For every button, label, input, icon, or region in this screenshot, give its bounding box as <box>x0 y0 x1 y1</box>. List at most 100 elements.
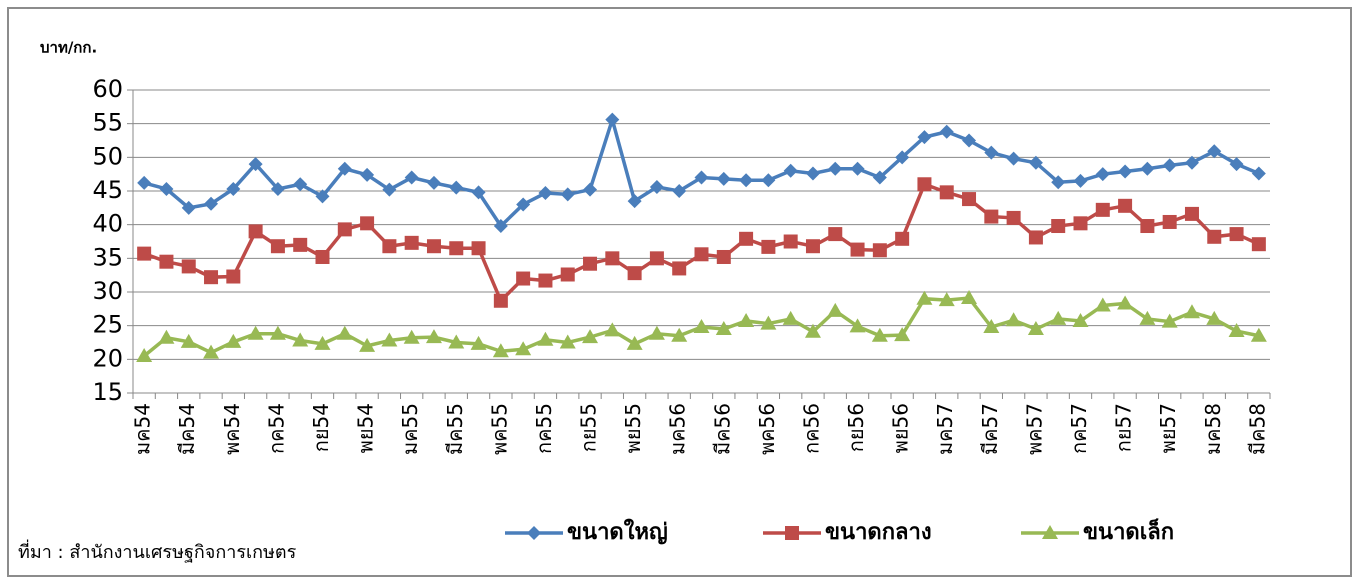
x-tick-label: พค57 <box>1022 403 1046 455</box>
data-point <box>1207 144 1222 159</box>
data-point <box>203 344 220 359</box>
data-point <box>448 334 465 349</box>
x-tick-label: กค55 <box>532 403 556 454</box>
x-tick-label: พย57 <box>1156 403 1180 453</box>
data-point <box>449 241 464 256</box>
data-point <box>560 267 575 282</box>
data-point <box>939 185 954 200</box>
data-point <box>403 329 420 344</box>
data-point <box>672 184 687 198</box>
data-point <box>939 124 954 139</box>
legend-marker <box>1042 525 1058 539</box>
x-tick-label: มค55 <box>398 403 422 455</box>
x-tick-label: กย55 <box>577 403 601 452</box>
data-point <box>137 246 152 261</box>
source-note: ที่มา : สำนักงานเศรษฐกิจการเกษตร <box>18 539 297 563</box>
data-point <box>849 318 866 333</box>
data-point <box>738 312 755 327</box>
data-point <box>180 333 197 348</box>
data-point <box>962 133 977 148</box>
data-point <box>269 325 286 340</box>
data-point <box>1251 166 1266 181</box>
data-point <box>739 231 754 246</box>
data-point <box>984 209 999 224</box>
data-point <box>895 150 910 165</box>
data-point <box>648 325 665 340</box>
y-tick-label: 60 <box>92 75 123 103</box>
data-point <box>292 332 309 347</box>
data-point <box>627 194 642 209</box>
data-point <box>917 177 932 192</box>
data-point <box>425 329 442 344</box>
x-tick-label: มค56 <box>666 403 690 455</box>
data-point <box>360 167 375 182</box>
data-point <box>1250 327 1267 342</box>
data-point <box>315 249 330 264</box>
x-tick-label: กย56 <box>844 403 868 452</box>
y-tick-label: 45 <box>92 176 123 204</box>
data-point <box>984 145 999 160</box>
data-point <box>248 157 263 172</box>
y-tick-label: 20 <box>92 344 123 372</box>
x-tick-label: มีค56 <box>710 403 734 455</box>
data-point <box>582 329 599 344</box>
data-point <box>1028 230 1043 245</box>
data-point <box>449 180 464 195</box>
data-point <box>1229 227 1244 242</box>
data-point <box>1162 158 1177 173</box>
data-point <box>314 335 331 350</box>
data-point <box>1183 304 1200 319</box>
legend-marker <box>527 526 541 540</box>
data-point <box>1140 161 1155 176</box>
y-tick-label: 15 <box>92 378 123 406</box>
data-point <box>1050 310 1067 325</box>
data-point <box>804 323 821 338</box>
data-point <box>1118 164 1133 179</box>
data-point <box>739 173 754 188</box>
y-tick-label: 30 <box>92 277 123 305</box>
x-tick-label: พค54 <box>220 403 244 455</box>
x-tick-label: พย54 <box>354 403 378 453</box>
y-axis-label: บาท/กก. <box>40 39 97 57</box>
data-point <box>382 182 397 197</box>
data-point <box>761 173 776 188</box>
x-tick-label: กย57 <box>1112 403 1136 452</box>
data-point <box>938 292 955 307</box>
data-point <box>828 161 843 176</box>
data-point <box>604 322 621 337</box>
data-point <box>872 170 887 185</box>
data-point <box>649 179 664 194</box>
data-point <box>159 254 174 269</box>
data-point <box>359 337 376 352</box>
data-point <box>560 187 575 202</box>
data-point <box>961 290 978 305</box>
data-point <box>583 182 598 197</box>
data-point <box>1095 202 1110 217</box>
data-point <box>404 170 419 185</box>
x-tick-label: มค57 <box>933 403 957 455</box>
data-point <box>1162 214 1177 229</box>
data-point <box>671 327 688 342</box>
data-point <box>1251 237 1266 252</box>
data-point <box>1028 155 1043 170</box>
data-point <box>537 331 554 346</box>
x-tick-label: กย54 <box>309 403 333 452</box>
data-point <box>426 175 441 190</box>
data-point <box>805 239 820 254</box>
data-point <box>894 327 911 342</box>
data-point <box>381 332 398 347</box>
data-point <box>226 269 241 284</box>
x-tick-label: พย55 <box>621 403 645 453</box>
data-point <box>672 261 687 276</box>
data-point <box>225 333 242 348</box>
data-point <box>1006 210 1021 225</box>
data-point <box>917 130 932 145</box>
data-point <box>760 315 777 330</box>
data-point <box>1228 323 1245 338</box>
data-point <box>1184 155 1199 170</box>
x-tick-label: พย56 <box>889 403 913 453</box>
data-point <box>270 239 285 254</box>
data-point <box>270 181 285 196</box>
data-point <box>1118 198 1133 213</box>
